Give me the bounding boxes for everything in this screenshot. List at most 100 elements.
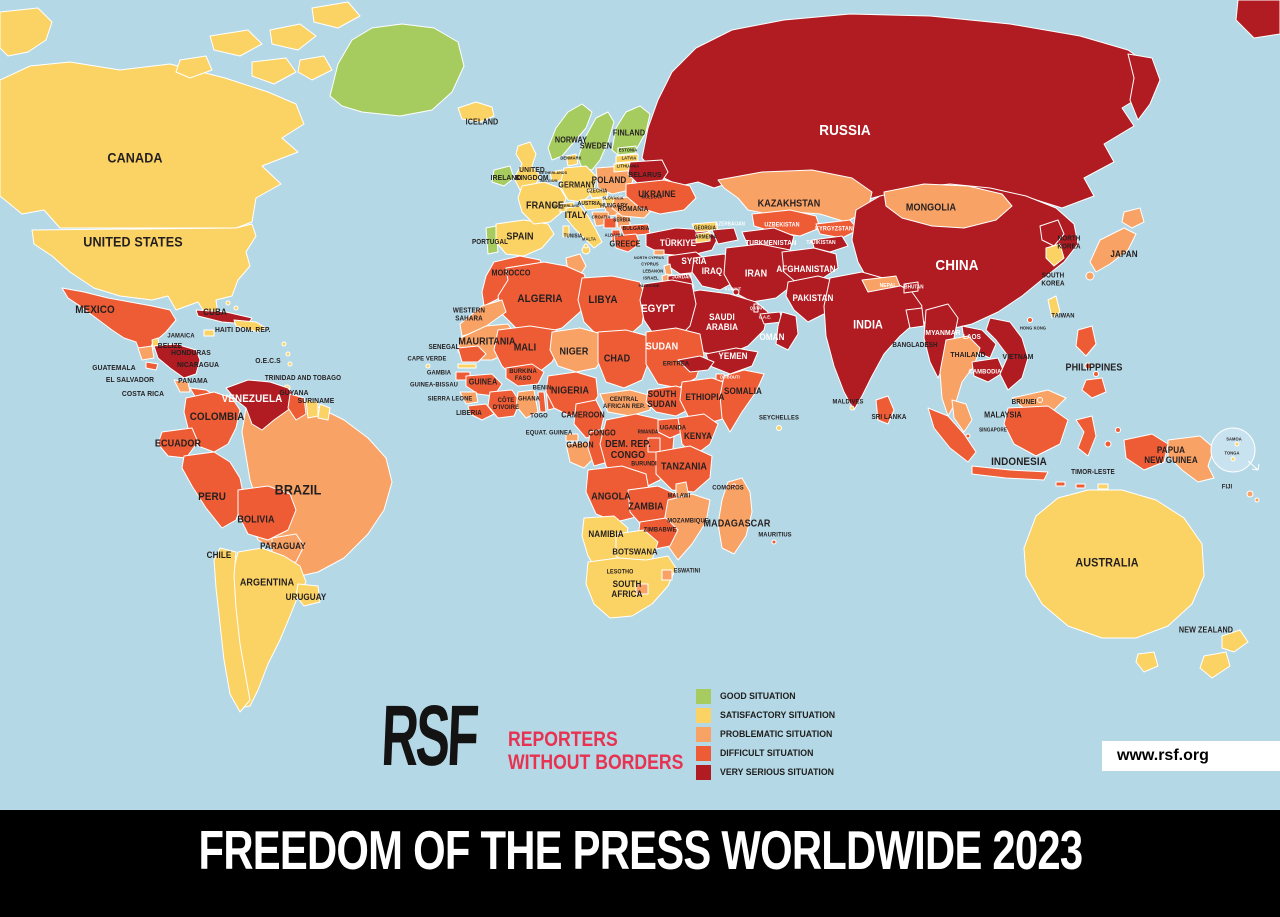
shape-bangladesh bbox=[905, 307, 925, 329]
shape-comoros bbox=[731, 483, 737, 489]
shape-qatar bbox=[753, 303, 759, 313]
rsf-tagline-line1: REPORTERS bbox=[508, 728, 618, 751]
shape-bolivia bbox=[237, 485, 297, 541]
shape-costa-rica bbox=[173, 379, 191, 393]
legend-item-problematic: PROBLEMATIC SITUATION bbox=[696, 725, 845, 744]
shape-maldives bbox=[849, 405, 855, 411]
shape-vietnam bbox=[985, 317, 1029, 391]
island-dot bbox=[1055, 481, 1066, 487]
island-dot bbox=[1093, 371, 1099, 377]
legend-item-good: GOOD SITUATION bbox=[696, 687, 845, 706]
island-dot bbox=[285, 351, 291, 357]
shape-fiji2 bbox=[1254, 497, 1260, 503]
shape-mindanao bbox=[1081, 377, 1107, 399]
shape-afghanistan bbox=[781, 247, 839, 285]
website-bar: www.rsf.org bbox=[1102, 741, 1280, 771]
shape-kenya bbox=[677, 413, 719, 457]
shape-java bbox=[971, 465, 1049, 481]
shape-honduras-nicaragua bbox=[153, 343, 201, 379]
shape-hong-kong bbox=[1027, 317, 1033, 323]
legend-item-very_serious: VERY SERIOUS SITUATION bbox=[696, 763, 845, 782]
island-dot bbox=[233, 305, 239, 311]
legend-swatch-very_serious bbox=[696, 765, 711, 780]
shape-west-papua bbox=[1123, 433, 1169, 471]
legend-label: GOOD SITUATION bbox=[720, 691, 796, 702]
island-dot bbox=[269, 23, 317, 51]
island-dot bbox=[1075, 483, 1086, 489]
shape-thailand bbox=[939, 335, 981, 417]
shape-bhutan bbox=[903, 281, 919, 294]
shape-somalia bbox=[719, 369, 765, 433]
shape-jamaica bbox=[203, 329, 215, 337]
shape-eq-guinea bbox=[565, 433, 579, 442]
shape-seychelles bbox=[776, 425, 782, 431]
shape-borneo bbox=[1003, 405, 1069, 457]
shape-kuwait bbox=[732, 288, 740, 296]
shape-malaysia-peninsula bbox=[951, 399, 973, 433]
shape-nz-south bbox=[1199, 651, 1231, 679]
shape-singapore bbox=[965, 433, 971, 439]
shape-japan-kyushu bbox=[1085, 271, 1095, 281]
shape-niger bbox=[549, 327, 607, 373]
shape-sierra-leone bbox=[459, 391, 479, 405]
shape-lesotho bbox=[635, 583, 649, 595]
shape-estonia bbox=[617, 145, 637, 156]
shape-cote-divoire bbox=[487, 389, 521, 419]
shape-cambodia bbox=[971, 357, 1005, 383]
shape-ghana bbox=[515, 389, 539, 419]
island-dot bbox=[1115, 427, 1121, 433]
legend-label: SATISFACTORY SITUATION bbox=[720, 710, 836, 721]
shape-south-korea bbox=[1045, 243, 1065, 267]
island-dot bbox=[1104, 440, 1112, 448]
shape-uk bbox=[513, 141, 541, 191]
shape-cape-verde bbox=[425, 363, 431, 369]
shape-rwanda-burundi bbox=[647, 437, 661, 453]
shape-burkina-faso bbox=[505, 363, 545, 387]
shape-norway bbox=[547, 103, 593, 161]
island-dot bbox=[281, 341, 287, 347]
shape-suriname bbox=[305, 399, 319, 419]
shape-north-korea bbox=[1039, 219, 1065, 247]
shape-guyana bbox=[287, 393, 307, 421]
shape-australia bbox=[1023, 489, 1205, 639]
legend-label: VERY SERIOUS SITUATION bbox=[720, 767, 834, 778]
shape-sulawesi bbox=[1075, 415, 1097, 457]
shape-png bbox=[1167, 435, 1215, 483]
island-dot bbox=[209, 29, 263, 57]
shape-mauritius bbox=[771, 539, 777, 545]
poster-title: FREEDOM OF THE PRESS WORLDWIDE 2023 bbox=[198, 819, 1083, 881]
shape-algeria bbox=[497, 261, 591, 335]
shape-malta bbox=[583, 243, 589, 249]
shape-mali bbox=[493, 325, 563, 379]
shape-sri-lanka bbox=[875, 395, 895, 425]
shape-senegal bbox=[457, 345, 487, 363]
shape-russia bbox=[641, 13, 1149, 209]
shape-portugal bbox=[485, 225, 499, 255]
shape-ukraine bbox=[625, 179, 697, 215]
shape-liberia bbox=[467, 403, 495, 421]
shape-cyprus bbox=[653, 249, 665, 256]
legend-swatch-problematic bbox=[696, 727, 711, 742]
shape-colombia bbox=[183, 391, 241, 453]
website-url: www.rsf.org bbox=[1117, 747, 1209, 764]
legend-swatch-good bbox=[696, 689, 711, 704]
shape-tasmania bbox=[1135, 651, 1159, 673]
shape-italy bbox=[565, 205, 603, 249]
shape-nz-north bbox=[1221, 629, 1249, 653]
shape-iran bbox=[723, 243, 801, 303]
shape-guatemala bbox=[137, 345, 155, 361]
island-dot bbox=[311, 1, 361, 29]
shape-tanzania bbox=[655, 445, 713, 493]
shape-hispaniola bbox=[233, 319, 267, 333]
shape-togo bbox=[537, 391, 547, 413]
shape-timor-leste bbox=[1097, 483, 1109, 490]
shape-luzon bbox=[1075, 325, 1097, 357]
shape-canada bbox=[0, 61, 305, 229]
shape-sumatra bbox=[927, 407, 977, 463]
legend-swatch-difficult bbox=[696, 746, 711, 761]
rsf-tagline: REPORTERS WITHOUT BORDERS bbox=[508, 703, 717, 774]
shape-gambia bbox=[457, 363, 477, 369]
shape-bosnia bbox=[603, 217, 617, 229]
